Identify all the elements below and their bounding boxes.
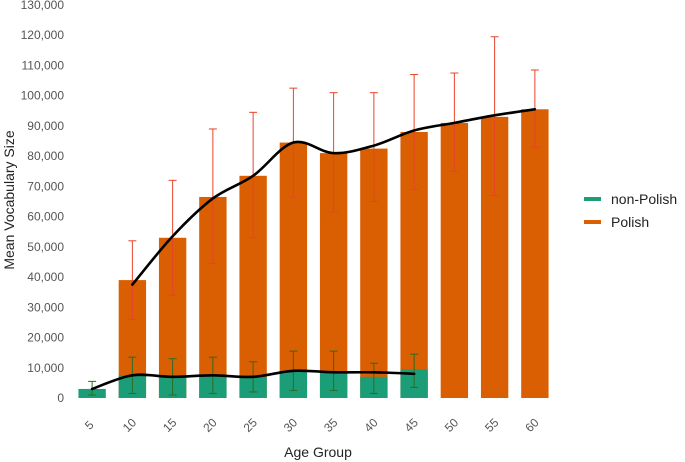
y-tick-label: 50,000 (27, 240, 64, 254)
non-polish-error-bar (369, 362, 378, 394)
x-tick-label: 30 (281, 415, 301, 435)
x-tick-label: 5 (82, 418, 97, 433)
legend: non-Polish Polish (584, 191, 677, 230)
y-tick-label: 90,000 (27, 119, 64, 133)
y-tick-label: 0 (57, 391, 64, 405)
legend-swatch-non-polish (584, 197, 601, 201)
polish-error-bar (369, 92, 378, 202)
x-axis-title: Age Group (284, 444, 352, 460)
x-tick-label: 60 (522, 415, 542, 435)
non-polish-error-bar (410, 353, 419, 388)
polish-trend-line (131, 107, 537, 286)
x-axis-ticks: 5 10 15 20 25 30 35 40 45 50 55 60 (82, 415, 542, 435)
x-tick-label: 35 (321, 415, 341, 435)
polish-error-bar (208, 128, 217, 264)
y-axis-title: Mean Vocabulary Size (1, 130, 17, 270)
x-tick-label: 20 (200, 415, 220, 435)
x-tick-label: 45 (402, 415, 422, 435)
y-tick-label: 80,000 (27, 149, 64, 163)
y-tick-label: 40,000 (27, 270, 64, 284)
y-tick-label: 20,000 (27, 331, 64, 345)
y-tick-label: 130,000 (21, 0, 65, 12)
non-polish-error-bar (329, 350, 338, 391)
x-tick-label: 50 (442, 415, 462, 435)
non-polish-trend-line (90, 369, 416, 391)
y-axis-ticks: 0 10,000 20,000 30,000 40,000 50,000 60,000 70,… (21, 0, 65, 405)
y-tick-label: 30,000 (27, 300, 64, 314)
y-tick-label: 100,000 (21, 89, 65, 103)
x-tick-label: 10 (120, 415, 140, 435)
trend-lines (90, 107, 537, 391)
x-tick-label: 25 (241, 415, 261, 435)
x-tick-label: 15 (160, 415, 180, 435)
legend-swatch-polish (584, 220, 601, 224)
polish-error-bar (128, 240, 137, 320)
y-tick-label: 110,000 (22, 58, 65, 72)
legend-label-polish: Polish (611, 214, 649, 230)
polish-bar (521, 109, 549, 399)
x-tick-label: 55 (482, 415, 502, 435)
y-tick-label: 120,000 (21, 28, 65, 42)
x-tick-label: 40 (361, 415, 381, 435)
legend-label-non-polish: non-Polish (611, 191, 677, 207)
y-tick-label: 10,000 (27, 361, 64, 375)
y-tick-label: 70,000 (27, 179, 64, 193)
y-tick-label: 60,000 (27, 210, 64, 224)
polish-error-bar (410, 74, 419, 190)
